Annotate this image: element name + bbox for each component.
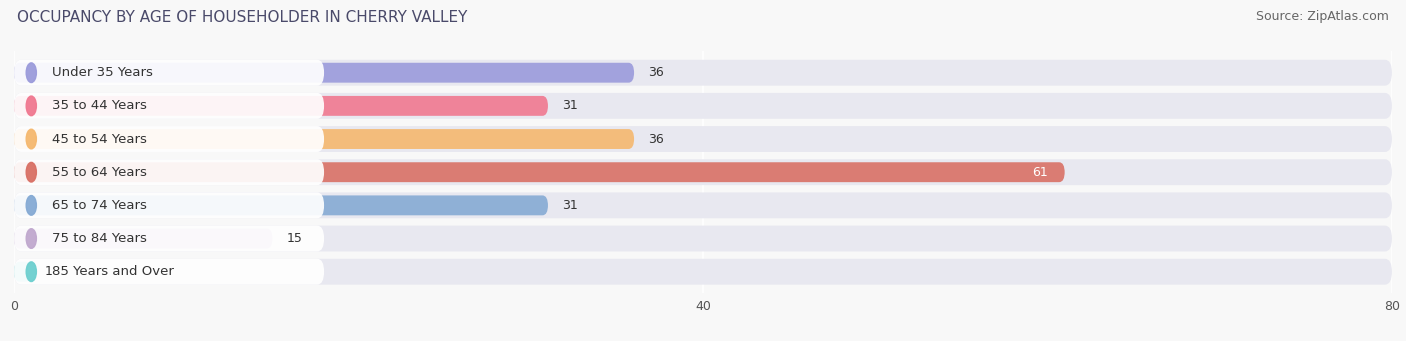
FancyBboxPatch shape [14, 192, 1392, 218]
Text: 75 to 84 Years: 75 to 84 Years [52, 232, 146, 245]
Text: Source: ZipAtlas.com: Source: ZipAtlas.com [1256, 10, 1389, 23]
Text: 36: 36 [648, 66, 664, 79]
FancyBboxPatch shape [14, 96, 548, 116]
Text: 31: 31 [562, 199, 578, 212]
Text: 65 to 74 Years: 65 to 74 Years [52, 199, 146, 212]
Text: 55 to 64 Years: 55 to 64 Years [52, 166, 146, 179]
Text: 1: 1 [45, 265, 53, 278]
FancyBboxPatch shape [14, 259, 1392, 285]
FancyBboxPatch shape [14, 93, 1392, 119]
FancyBboxPatch shape [14, 126, 325, 152]
FancyBboxPatch shape [14, 129, 634, 149]
Text: 85 Years and Over: 85 Years and Over [52, 265, 174, 278]
FancyBboxPatch shape [14, 126, 1392, 152]
Text: OCCUPANCY BY AGE OF HOUSEHOLDER IN CHERRY VALLEY: OCCUPANCY BY AGE OF HOUSEHOLDER IN CHERR… [17, 10, 467, 25]
Circle shape [27, 262, 37, 282]
FancyBboxPatch shape [14, 226, 325, 251]
Text: 15: 15 [287, 232, 302, 245]
FancyBboxPatch shape [14, 93, 325, 119]
Circle shape [27, 63, 37, 83]
Text: 31: 31 [562, 99, 578, 113]
FancyBboxPatch shape [14, 192, 325, 218]
FancyBboxPatch shape [14, 195, 548, 215]
Circle shape [27, 195, 37, 215]
Text: 35 to 44 Years: 35 to 44 Years [52, 99, 146, 113]
Text: Under 35 Years: Under 35 Years [52, 66, 153, 79]
FancyBboxPatch shape [14, 63, 634, 83]
FancyBboxPatch shape [14, 60, 1392, 86]
FancyBboxPatch shape [14, 259, 325, 285]
FancyBboxPatch shape [14, 228, 273, 249]
FancyBboxPatch shape [14, 262, 31, 282]
Circle shape [27, 96, 37, 116]
Circle shape [27, 162, 37, 182]
FancyBboxPatch shape [14, 159, 325, 185]
FancyBboxPatch shape [14, 60, 325, 86]
FancyBboxPatch shape [14, 226, 1392, 251]
Circle shape [27, 229, 37, 248]
Text: 36: 36 [648, 133, 664, 146]
FancyBboxPatch shape [14, 162, 1064, 182]
Circle shape [27, 129, 37, 149]
FancyBboxPatch shape [14, 159, 1392, 185]
Text: 61: 61 [1032, 166, 1047, 179]
Text: 45 to 54 Years: 45 to 54 Years [52, 133, 146, 146]
